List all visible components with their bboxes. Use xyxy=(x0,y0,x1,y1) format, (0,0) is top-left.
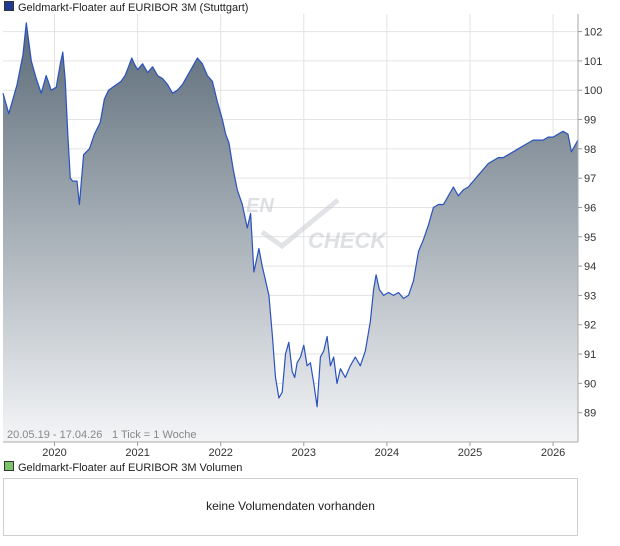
y-tick-label: 97 xyxy=(584,173,596,185)
y-tick-label: 92 xyxy=(584,320,596,332)
tick-interval-label: 1 Tick = 1 Woche xyxy=(112,429,196,441)
y-tick-label: 94 xyxy=(584,261,596,273)
date-range-label: 20.05.19 - 17.04.26 xyxy=(7,429,102,441)
x-tick-label: 2025 xyxy=(458,447,482,459)
y-tick-label: 89 xyxy=(584,408,596,420)
watermark-check-icon xyxy=(260,198,340,250)
price-series xyxy=(2,22,579,443)
price-legend: Geldmarkt-Floater auf EURIBOR 3M (Stuttg… xyxy=(3,1,248,15)
price-area xyxy=(3,22,578,443)
y-tick-label: 98 xyxy=(584,144,596,156)
x-tick-label: 2020 xyxy=(42,447,66,459)
volume-legend-label: Geldmarkt-Floater auf EURIBOR 3M Volumen xyxy=(18,462,243,474)
price-line xyxy=(2,22,579,408)
y-tick-label: 95 xyxy=(584,232,596,244)
y-tick-label: 96 xyxy=(584,202,596,214)
y-tick-label: 93 xyxy=(584,290,596,302)
x-tick-label: 2021 xyxy=(125,447,149,459)
no-volume-message: keine Volumendaten vorhanden xyxy=(206,499,375,513)
y-tick-label: 102 xyxy=(584,27,602,39)
watermark-logo: EN CHECK xyxy=(246,195,388,253)
x-tick-label: 2026 xyxy=(541,447,565,459)
y-tick-label: 91 xyxy=(584,349,596,361)
watermark-text-bottom: CHECK xyxy=(308,228,388,253)
y-tick-label: 99 xyxy=(584,115,596,127)
watermark-text-top: EN xyxy=(246,195,274,217)
y-tick-label: 100 xyxy=(584,85,602,97)
volume-legend: Geldmarkt-Floater auf EURIBOR 3M Volumen xyxy=(3,461,242,475)
y-tick-label: 90 xyxy=(584,378,596,390)
x-tick-label: 2024 xyxy=(375,447,399,459)
x-tick-label: 2022 xyxy=(208,447,232,459)
volume-panel: keine Volumendaten vorhanden xyxy=(3,478,578,536)
axes: 89 90 91 92 93 94 95 96 97 98 99 100 101 102 2020 2021 2… xyxy=(3,14,602,459)
price-legend-swatch xyxy=(4,1,14,11)
volume-legend-swatch xyxy=(4,461,14,471)
price-legend-label: Geldmarkt-Floater auf EURIBOR 3M (Stuttg… xyxy=(18,2,249,14)
price-chart: EN CHECK 89 90 91 92 93 94 95 96 97 98 99 100 101 102… xyxy=(2,14,602,459)
x-tick-label: 2023 xyxy=(292,447,316,459)
y-tick-label: 101 xyxy=(584,56,602,68)
